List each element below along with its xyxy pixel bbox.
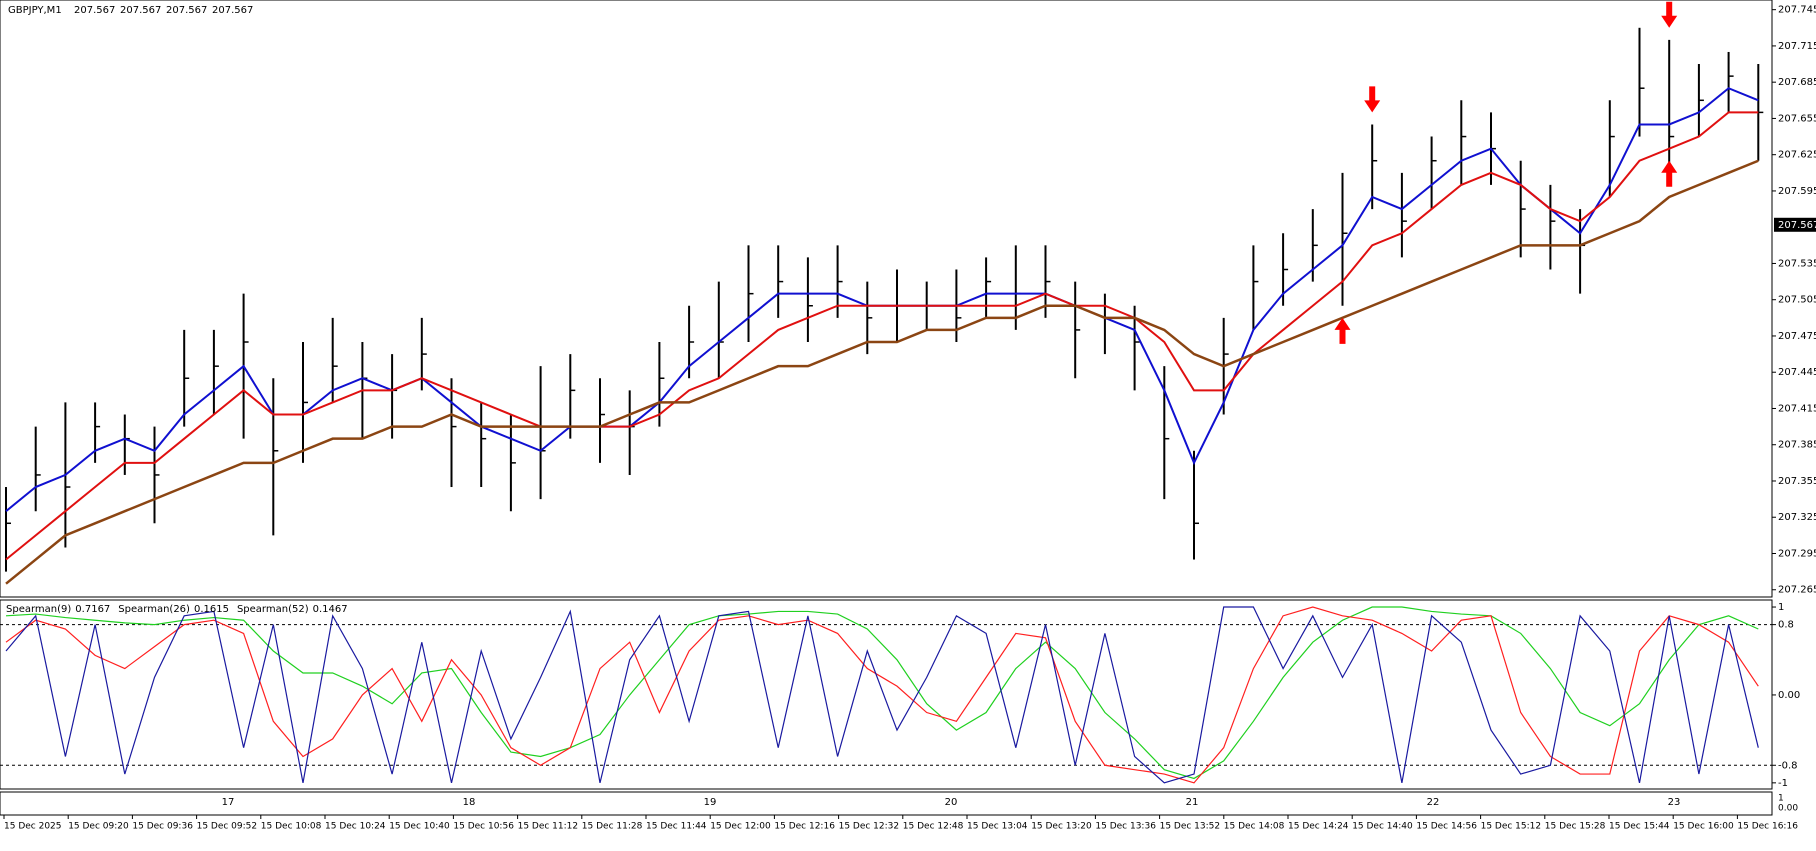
legend-value: 0.7167 xyxy=(75,604,110,615)
time-label: 15 Dec 09:36 xyxy=(132,822,193,832)
y-tick-label: -0.8 xyxy=(1778,760,1798,771)
strip-label: 0.00 xyxy=(1778,804,1798,814)
time-label: 15 Dec 14:24 xyxy=(1288,822,1349,832)
time-label: 15 Dec 13:52 xyxy=(1160,822,1221,832)
time-label: 15 Dec 10:08 xyxy=(261,822,322,832)
spearman-line xyxy=(5,606,1759,780)
legend-value: 0.1615 xyxy=(194,604,229,615)
y-tick-label: 0.8 xyxy=(1778,620,1794,631)
strip-label: 1 xyxy=(1778,794,1784,804)
time-label: 15 Dec 2025 xyxy=(4,822,62,832)
legend-name: Spearman(26) xyxy=(118,604,190,615)
time-label: 15 Dec 12:32 xyxy=(839,822,900,832)
time-label: 15 Dec 10:40 xyxy=(389,822,450,832)
y-tick-label: 207.325 xyxy=(1778,512,1816,523)
time-label: 15 Dec 15:44 xyxy=(1609,822,1670,832)
y-tick-label: 207.475 xyxy=(1778,331,1816,342)
quote: 207.567 xyxy=(212,5,253,16)
time-label: 15 Dec 14:40 xyxy=(1352,822,1413,832)
indicator-panel xyxy=(0,599,1773,790)
y-tick-label: 1 xyxy=(1778,602,1784,613)
time-label: 15 Dec 16:16 xyxy=(1737,822,1798,832)
time-label: 15 Dec 11:12 xyxy=(518,822,579,832)
signal-arrow xyxy=(1334,317,1351,344)
main-panel xyxy=(0,0,1773,598)
legend-name: Spearman(9) xyxy=(6,604,71,615)
time-label: 15 Dec 15:12 xyxy=(1481,822,1542,832)
symbol: GBPJPY,M1 xyxy=(8,5,62,16)
y-tick-label: 207.265 xyxy=(1778,585,1816,596)
legend-value: 0.1467 xyxy=(313,604,348,615)
time-label: 15 Dec 12:00 xyxy=(710,822,771,832)
time-label: 15 Dec 10:24 xyxy=(325,822,386,832)
time-label: 15 Dec 09:52 xyxy=(197,822,258,832)
y-tick-label: 207.745 xyxy=(1778,5,1816,16)
spearman-line xyxy=(5,606,1759,784)
y-tick-label: 207.595 xyxy=(1778,186,1816,197)
period-label: 19 xyxy=(704,797,717,808)
time-label: 15 Dec 14:08 xyxy=(1224,822,1285,832)
time-label: 15 Dec 13:20 xyxy=(1031,822,1092,832)
y-tick-label: 207.505 xyxy=(1778,295,1816,306)
time-label: 15 Dec 13:04 xyxy=(967,822,1028,832)
y-tick-label: 207.385 xyxy=(1778,440,1816,451)
signal-arrow xyxy=(1661,1,1678,28)
quote: 207.567 xyxy=(120,5,161,16)
y-tick-label: 207.715 xyxy=(1778,41,1816,52)
period-label: 21 xyxy=(1186,797,1199,808)
time-label: 15 Dec 09:20 xyxy=(68,822,129,832)
time-label: 15 Dec 13:36 xyxy=(1095,822,1156,832)
period-label: 17 xyxy=(222,797,235,808)
quote: 207.567 xyxy=(166,5,207,16)
y-tick-label: 207.355 xyxy=(1778,476,1816,487)
y-tick-label: 207.655 xyxy=(1778,113,1816,124)
moving-average xyxy=(5,111,1759,561)
time-label: 15 Dec 15:28 xyxy=(1545,822,1606,832)
y-tick-label: 207.295 xyxy=(1778,548,1816,559)
time-label: 15 Dec 12:16 xyxy=(774,822,835,832)
time-label: 15 Dec 10:56 xyxy=(453,822,514,832)
signal-arrow xyxy=(1661,160,1678,187)
y-tick-label: 207.415 xyxy=(1778,403,1816,414)
y-tick-label: 207.535 xyxy=(1778,258,1816,269)
y-tick-label: -1 xyxy=(1778,778,1788,789)
quote: 207.567 xyxy=(74,5,115,16)
time-label: 15 Dec 11:44 xyxy=(646,822,707,832)
time-label: 15 Dec 16:00 xyxy=(1673,822,1734,832)
y-tick-label: 207.625 xyxy=(1778,150,1816,161)
signal-arrow xyxy=(1364,86,1381,113)
time-label: 15 Dec 11:28 xyxy=(582,822,643,832)
y-tick-label: 207.445 xyxy=(1778,367,1816,378)
spearman-line xyxy=(5,606,1759,784)
moving-average xyxy=(5,159,1759,585)
legend-name: Spearman(52) xyxy=(237,604,309,615)
time-label: 15 Dec 14:56 xyxy=(1416,822,1477,832)
period-label: 23 xyxy=(1668,797,1681,808)
period-label: 18 xyxy=(463,797,476,808)
y-tick-label: 0.00 xyxy=(1778,690,1800,701)
strip-panel xyxy=(0,791,1773,816)
period-label: 20 xyxy=(945,797,958,808)
period-label: 22 xyxy=(1427,797,1440,808)
y-tick-label: 207.685 xyxy=(1778,77,1816,88)
current-price-box xyxy=(1774,217,1816,232)
time-label: 15 Dec 12:48 xyxy=(903,822,964,832)
current-price-label: 207.567 xyxy=(1778,220,1816,231)
